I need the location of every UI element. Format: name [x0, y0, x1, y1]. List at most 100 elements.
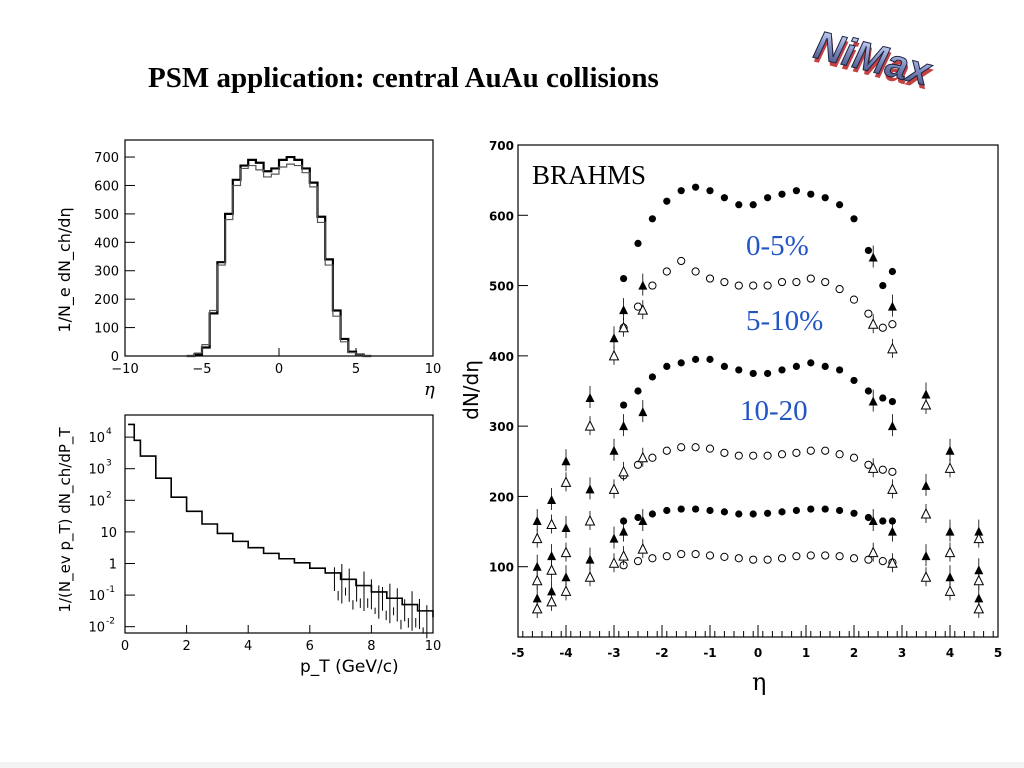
data-point-filled-triangle [585, 554, 595, 564]
data-point-filled-circle [677, 505, 685, 513]
eta-ytick-label: 200 [94, 293, 119, 308]
data-point-open-circle [806, 551, 815, 560]
data-point-filled-triangle [547, 586, 557, 596]
pt-xtick-label: 10 [425, 639, 442, 654]
data-point-open-triangle [546, 518, 557, 530]
data-point-filled-circle [864, 246, 873, 255]
data-point-filled-circle [764, 194, 772, 202]
annotation-5-10: 5-10% [746, 305, 823, 337]
data-point-filled-circle [807, 190, 815, 198]
data-point-open-circle [864, 555, 873, 564]
data-point-open-circle [677, 443, 686, 452]
data-point-open-triangle [546, 564, 557, 575]
annotation-0-5: 0-5% [746, 230, 809, 262]
data-point-filled-circle [648, 215, 657, 223]
data-point-open-circle [835, 552, 844, 561]
data-point-open-triangle [887, 483, 898, 494]
data-point-open-circle [633, 460, 643, 469]
pt-ylabel: 1/(N_ev p_T) dN_ch/dP_T [56, 427, 75, 613]
data-point-filled-circle [663, 506, 671, 515]
data-point-filled-triangle [638, 516, 648, 526]
data-point-filled-triangle [619, 305, 629, 315]
data-point-filled-circle [864, 513, 873, 522]
data-point-filled-triangle [547, 494, 557, 504]
data-point-open-triangle [637, 304, 649, 315]
brahms-ylabel: dN/dη [459, 360, 483, 420]
pt-ytick-label: 1 [109, 557, 117, 572]
eta-ytick-label: 100 [94, 322, 119, 337]
data-point-filled-circle [879, 517, 887, 525]
eta-histogram-line [186, 163, 372, 357]
eta-xtick-label: −5 [192, 362, 211, 377]
data-point-open-circle [878, 465, 887, 474]
slide-title: PSM application: central AuAu collisions [148, 62, 659, 94]
brahms-xtick-label: -1 [703, 646, 716, 660]
data-point-open-triangle [560, 585, 572, 596]
data-point-filled-triangle [532, 561, 542, 571]
data-point-open-triangle [973, 602, 985, 614]
pt-xtick-label: 0 [121, 639, 129, 654]
data-point-open-circle [821, 277, 830, 287]
data-point-filled-triangle [887, 301, 897, 311]
data-point-filled-triangle [921, 389, 931, 399]
data-point-filled-circle [663, 362, 671, 370]
data-point-filled-circle [792, 362, 801, 370]
data-point-filled-circle [821, 505, 829, 513]
data-point-open-circle [749, 555, 758, 564]
brahms-xtick-label: 3 [898, 646, 906, 660]
data-point-filled-circle [648, 510, 657, 518]
data-point-open-triangle [920, 398, 932, 410]
data-point-open-circle [888, 467, 897, 476]
data-point-filled-triangle [868, 396, 878, 406]
pt-ytick-exponent: 3 [106, 459, 112, 469]
eta-ytick-label: 400 [94, 236, 119, 251]
data-point-filled-circle [720, 508, 729, 516]
data-point-open-circle [835, 450, 844, 459]
data-point-open-circle [792, 448, 801, 457]
brahms-xtick-label: 1 [802, 646, 810, 660]
data-point-open-triangle [618, 321, 629, 333]
eta-xtick-label: 0 [275, 362, 283, 377]
data-point-filled-circle [821, 362, 829, 370]
data-point-filled-circle [706, 187, 714, 195]
data-point-open-circle [677, 256, 686, 266]
brahms-xtick-label: -3 [607, 646, 620, 660]
data-point-open-circle [734, 451, 743, 460]
data-point-open-triangle [973, 532, 985, 544]
data-point-open-triangle [920, 571, 932, 582]
data-point-open-circle [806, 446, 815, 455]
data-point-open-circle [691, 267, 700, 276]
data-point-filled-circle [749, 510, 757, 518]
data-point-open-circle [777, 450, 787, 459]
data-point-open-triangle [584, 514, 596, 526]
data-point-open-circle [691, 549, 700, 559]
data-point-filled-triangle [638, 407, 648, 417]
data-point-open-circle [792, 277, 801, 287]
eta-ytick-label: 700 [94, 151, 119, 166]
data-point-filled-circle [778, 508, 786, 516]
data-point-open-triangle [584, 420, 596, 431]
pt-ytick-exponent: 2 [106, 490, 112, 500]
data-point-filled-circle [648, 373, 657, 381]
eta-panel: 0 100 200 300 400 500 600 700 −10 −5 0 5 10 1/N_e d… [55, 139, 441, 400]
brahms-ytick-label: 400 [489, 350, 514, 364]
data-point-filled-circle [692, 355, 700, 363]
data-point-open-triangle [920, 507, 932, 519]
pt-x-axis: 0 2 4 6 8 10 [121, 625, 441, 654]
data-point-filled-triangle [945, 445, 955, 455]
pt-ytick-exponent: 4 [106, 427, 112, 437]
data-point-filled-circle [807, 359, 815, 367]
data-point-open-triangle [608, 483, 620, 494]
eta-ytick-label: 300 [94, 265, 119, 280]
data-point-filled-circle [706, 355, 714, 363]
data-point-open-circle [734, 554, 743, 563]
data-point-open-triangle [584, 571, 596, 582]
data-point-open-triangle [531, 532, 543, 544]
data-point-filled-circle [850, 215, 858, 223]
eta-ylabel: 1/N_e dN_ch/dη [55, 207, 75, 332]
data-point-filled-circle [764, 509, 772, 517]
data-point-open-triangle [608, 349, 620, 361]
